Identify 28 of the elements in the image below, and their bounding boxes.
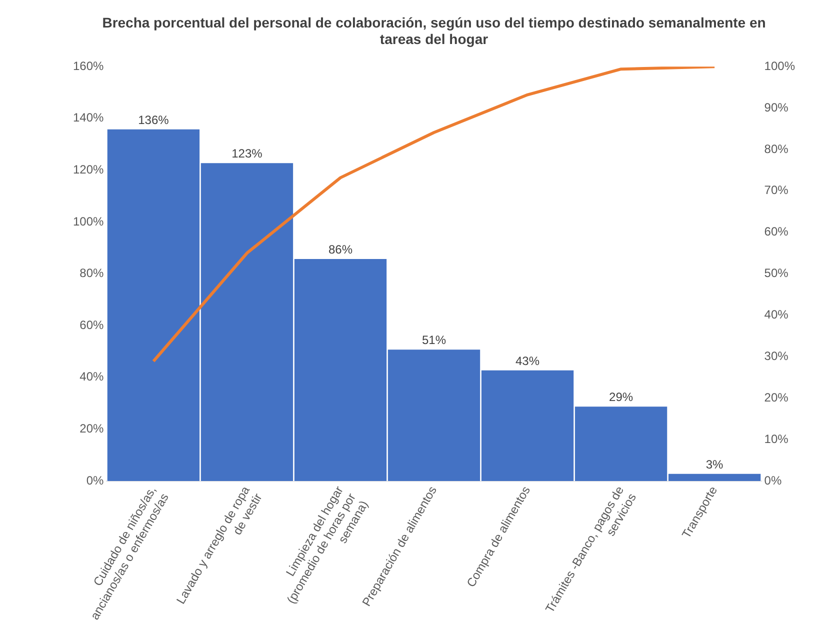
y2-tick-label: 80% bbox=[764, 142, 789, 156]
y2-tick-label: 60% bbox=[764, 224, 789, 239]
y2-tick-label: 70% bbox=[764, 183, 789, 198]
y-tick-label: 140% bbox=[72, 110, 104, 125]
y-tick-label: 100% bbox=[72, 214, 104, 228]
y2-tick-label: 20% bbox=[764, 390, 789, 404]
y2-tick-label: 50% bbox=[764, 266, 789, 280]
y-tick-label: 60% bbox=[80, 318, 104, 332]
y-tick-label: 80% bbox=[80, 266, 104, 280]
y2-tick-label: 10% bbox=[764, 432, 789, 446]
data-label: 123% bbox=[232, 146, 263, 161]
chart-title: Brecha porcentual del personal de colaboración, según uso del tiempo destinado semanalmente en tareas del hogar bbox=[102, 14, 766, 48]
data-label: 136% bbox=[138, 113, 170, 128]
y2-tick-label: 100% bbox=[764, 58, 796, 73]
data-label: 3% bbox=[706, 458, 724, 472]
y2-tick-label: 30% bbox=[764, 349, 789, 364]
y-tick-label: 160% bbox=[72, 58, 104, 73]
data-label: 51% bbox=[422, 333, 446, 348]
y2-tick-label: 0% bbox=[764, 473, 782, 488]
data-label: 29% bbox=[609, 390, 634, 404]
y2-tick-label: 40% bbox=[764, 308, 789, 322]
data-label: 43% bbox=[516, 354, 540, 368]
y-tick-label: 20% bbox=[80, 422, 104, 436]
y-tick-label: 40% bbox=[80, 370, 104, 384]
data-label: 86% bbox=[328, 242, 353, 257]
y-tick-label: 0% bbox=[86, 473, 104, 488]
y-tick-label: 120% bbox=[72, 162, 104, 177]
y2-tick-label: 90% bbox=[764, 100, 789, 114]
